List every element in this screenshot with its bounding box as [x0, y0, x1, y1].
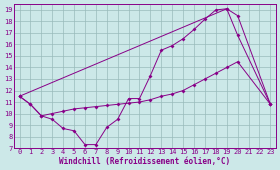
X-axis label: Windchill (Refroidissement éolien,°C): Windchill (Refroidissement éolien,°C) [59, 157, 230, 166]
